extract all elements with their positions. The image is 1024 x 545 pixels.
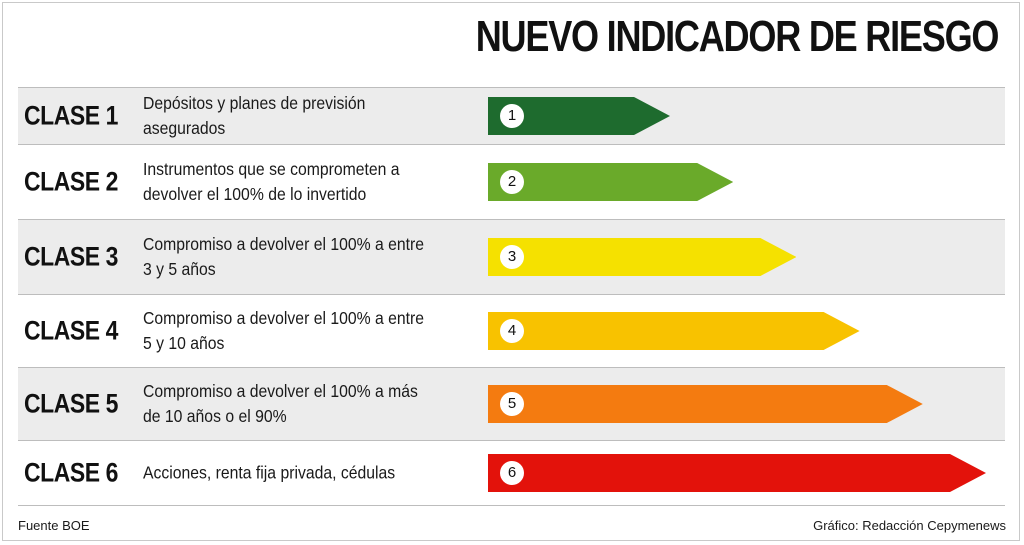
source-note: Fuente BOE [18,518,90,533]
page-title: NUEVO INDICADOR DE RIESGO [475,12,999,61]
class-description: Compromiso a devolver el 100% a más de 1… [143,381,418,426]
risk-arrow-shape [488,385,923,423]
risk-level-badge: 5 [500,392,524,416]
risk-arrow-6: 6 [488,454,986,492]
risk-arrow-4: 4 [488,312,860,350]
risk-arrow-shape [488,163,734,201]
risk-level-badge: 1 [500,104,524,128]
risk-row-2: CLASE 2 Instrumentos que se comprometen … [18,144,1005,219]
risk-arrow-shape [488,238,797,276]
class-description: Compromiso a devolver el 100% a entre 5 … [143,308,425,353]
risk-arrow-2: 2 [488,163,734,201]
class-label: CLASE 3 [24,241,118,272]
risk-arrow-shape [488,97,670,135]
risk-row-4: CLASE 4 Compromiso a devolver el 100% a … [18,294,1005,367]
risk-row-5: CLASE 5 Compromiso a devolver el 100% a … [18,367,1005,440]
risk-row-1: CLASE 1 Depósitos y planes de previsión … [18,87,1005,144]
class-label: CLASE 5 [24,388,118,419]
class-description: Compromiso a devolver el 100% a entre 3 … [143,234,425,279]
risk-row-6: CLASE 6 Acciones, renta fija privada, cé… [18,440,1005,506]
class-description: Acciones, renta fija privada, cédulas [143,462,396,483]
class-label: CLASE 4 [24,315,118,346]
risk-level-badge: 4 [500,319,524,343]
risk-level-badge: 3 [500,245,524,269]
risk-arrow-3: 3 [488,238,797,276]
credit-note: Gráfico: Redacción Cepymenews [813,518,1006,533]
class-label: CLASE 2 [24,166,118,197]
class-description: Depósitos y planes de previsión asegurad… [143,93,366,138]
risk-arrow-1: 1 [488,97,670,135]
risk-level-badge: 6 [500,461,524,485]
risk-arrow-shape [488,312,860,350]
risk-arrow-5: 5 [488,385,923,423]
risk-level-badge: 2 [500,170,524,194]
risk-class-table: CLASE 1 Depósitos y planes de previsión … [18,87,1005,506]
class-description: Instrumentos que se comprometen a devolv… [143,159,400,204]
risk-row-3: CLASE 3 Compromiso a devolver el 100% a … [18,219,1005,294]
class-label: CLASE 1 [24,100,118,131]
risk-arrow-shape [488,454,986,492]
class-label: CLASE 6 [24,457,118,488]
